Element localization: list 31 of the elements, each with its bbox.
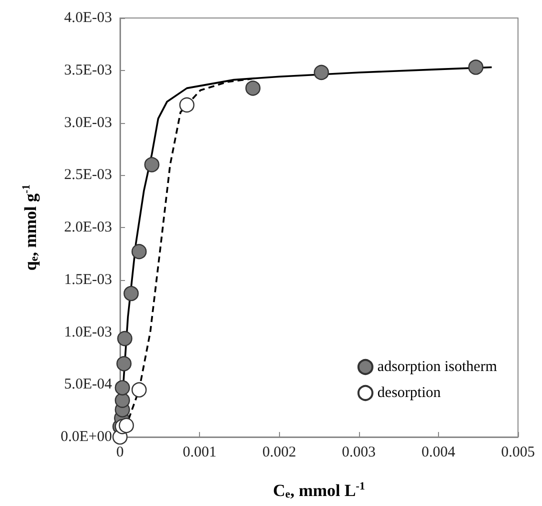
y-tick-label: 4.0E-03 (64, 10, 112, 26)
x-tick-label: 0.001 (182, 444, 216, 460)
y-tick-label: 3.5E-03 (64, 62, 112, 78)
point (132, 382, 147, 398)
y-tick-label: 1.0E-03 (64, 324, 112, 340)
y-axis-title: qe, mmol g-1 (20, 184, 40, 271)
x-tick-label: 0.004 (422, 444, 456, 460)
point (468, 60, 484, 75)
y-tick-label: 2.5E-03 (64, 167, 112, 184)
point (124, 286, 139, 302)
x-tick-label: 0.002 (262, 444, 296, 460)
y-tick-label: 3.0E-03 (64, 114, 112, 131)
point (144, 157, 160, 172)
point (117, 330, 132, 346)
point (179, 97, 194, 113)
legend-label: adsorption isotherm (377, 359, 498, 375)
point (114, 380, 130, 396)
x-tick-label: 0 (116, 444, 124, 460)
legend-label: desorption (377, 385, 442, 401)
y-tick-label: 0.0E+00 (60, 429, 112, 445)
y-tick-label: 2.0E-03 (64, 220, 112, 236)
y-tick-label: 5.0E-04 (64, 376, 112, 393)
point (245, 80, 261, 96)
point (114, 392, 130, 408)
point (132, 244, 147, 260)
point (116, 356, 132, 372)
y-tick-label: 1.5E-03 (64, 272, 112, 288)
point (314, 64, 329, 80)
x-tick-label: 0.003 (342, 444, 376, 460)
point (118, 418, 134, 434)
x-tick-label: 0.005 (501, 444, 535, 460)
